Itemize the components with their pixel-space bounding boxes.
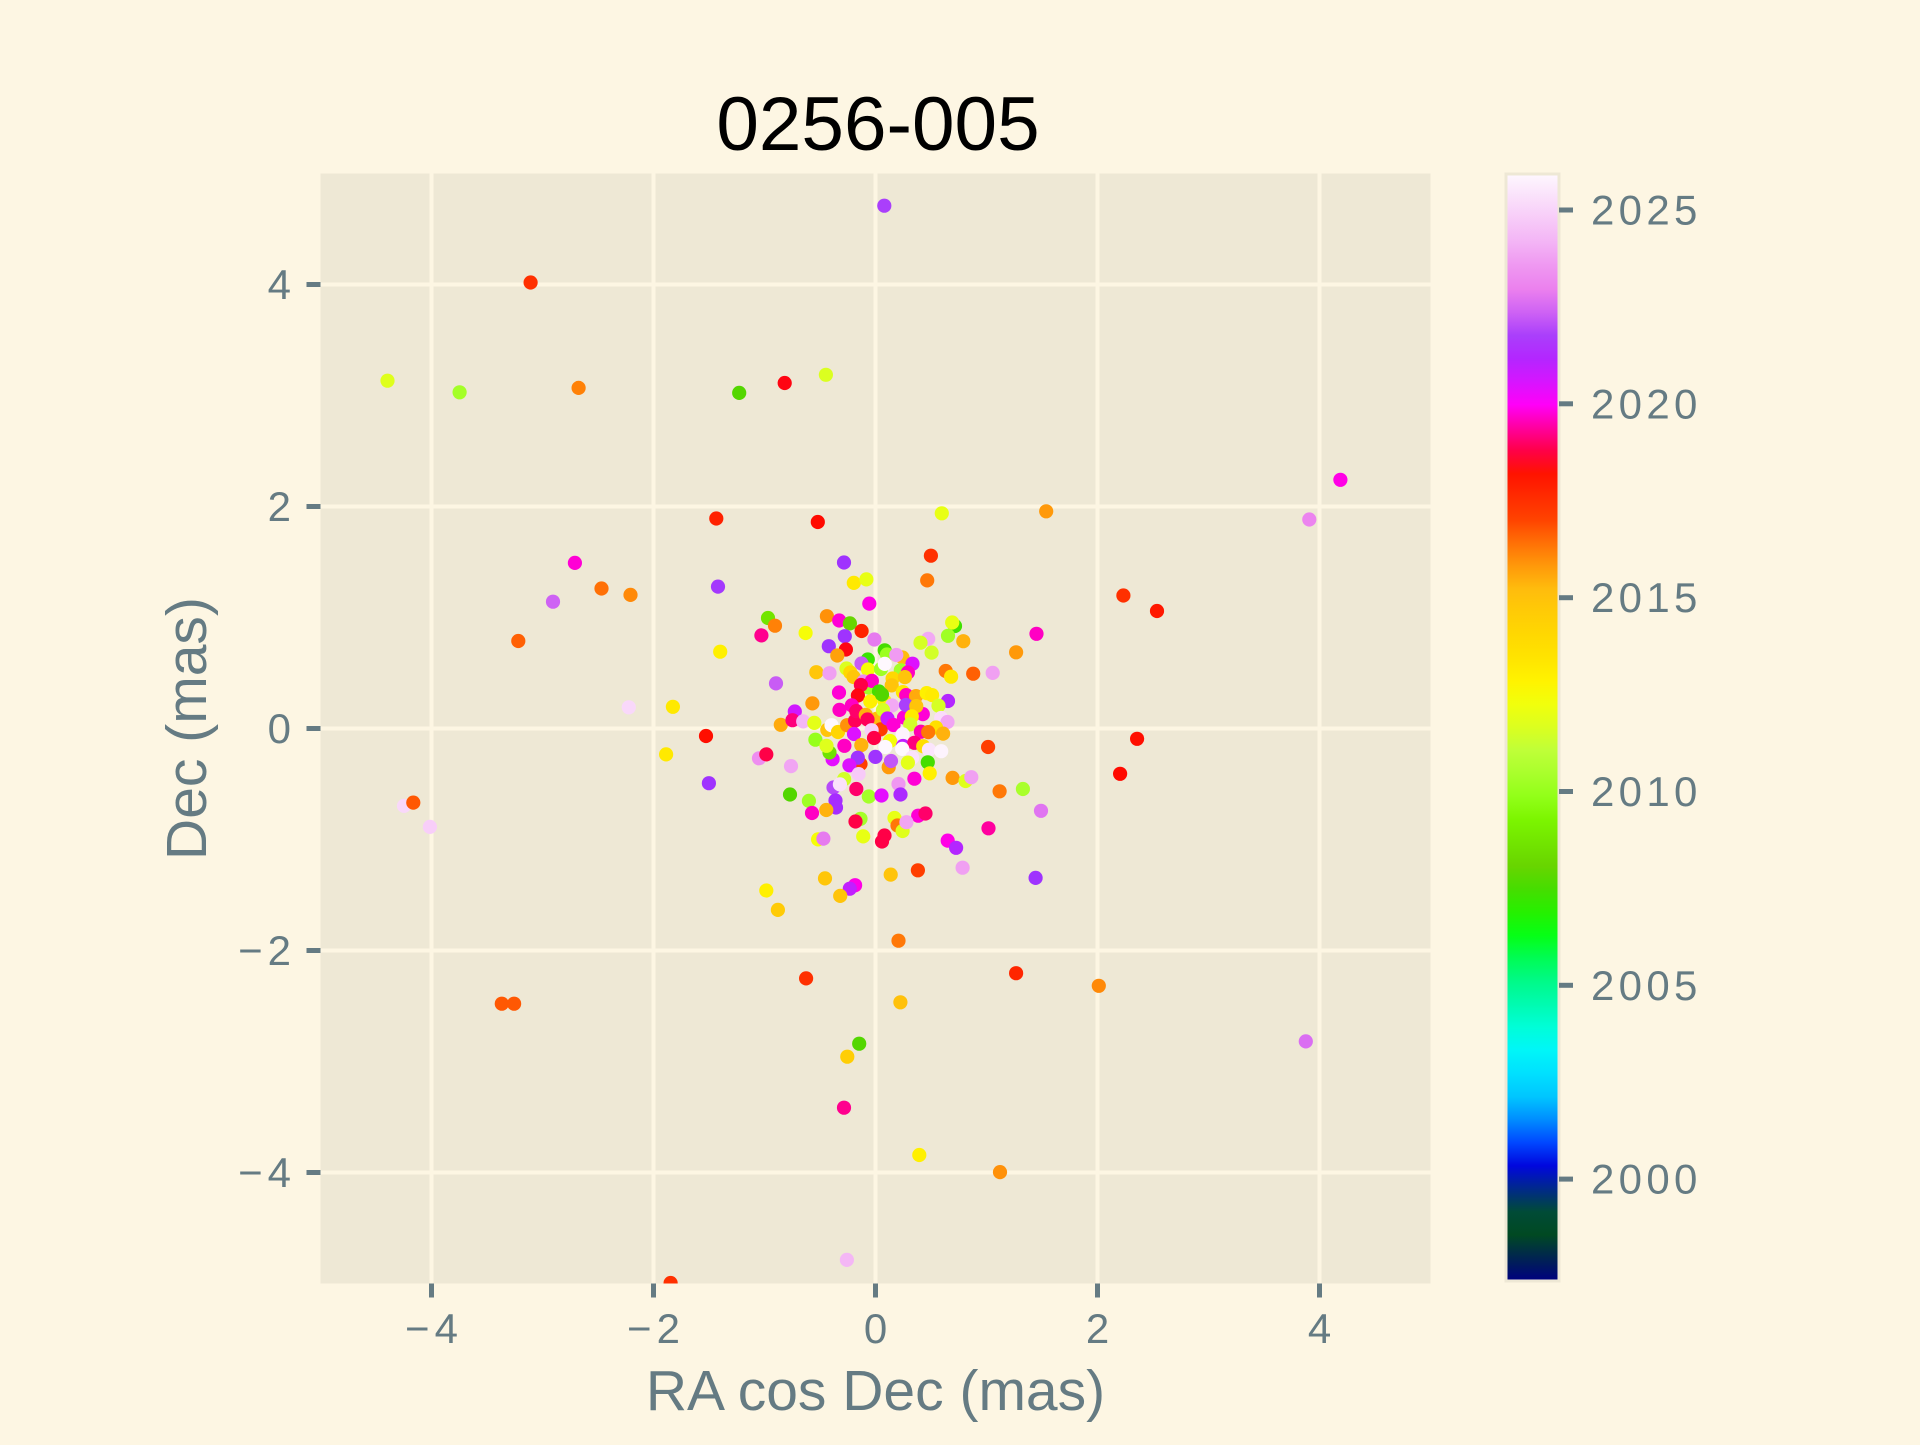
svg-text:RA cos Dec (mas): RA cos Dec (mas) (646, 1359, 1105, 1423)
svg-text:2000: 2000 (1591, 1156, 1702, 1203)
svg-text:0: 0 (268, 705, 296, 752)
svg-text:2025: 2025 (1591, 187, 1702, 234)
svg-text:−2: −2 (627, 1305, 685, 1352)
svg-text:2005: 2005 (1591, 962, 1702, 1009)
svg-text:2: 2 (268, 483, 296, 530)
svg-text:0256-005: 0256-005 (716, 82, 1039, 167)
svg-text:0: 0 (864, 1305, 892, 1352)
svg-text:−4: −4 (405, 1305, 463, 1352)
svg-text:4: 4 (268, 261, 296, 308)
svg-text:−2: −2 (238, 927, 296, 974)
svg-text:4: 4 (1308, 1305, 1336, 1352)
svg-text:Dec (mas): Dec (mas) (155, 597, 219, 860)
svg-text:2020: 2020 (1591, 380, 1702, 427)
svg-text:2: 2 (1086, 1305, 1114, 1352)
svg-text:−4: −4 (238, 1149, 296, 1196)
svg-text:2010: 2010 (1591, 768, 1702, 815)
svg-text:2015: 2015 (1591, 574, 1702, 621)
